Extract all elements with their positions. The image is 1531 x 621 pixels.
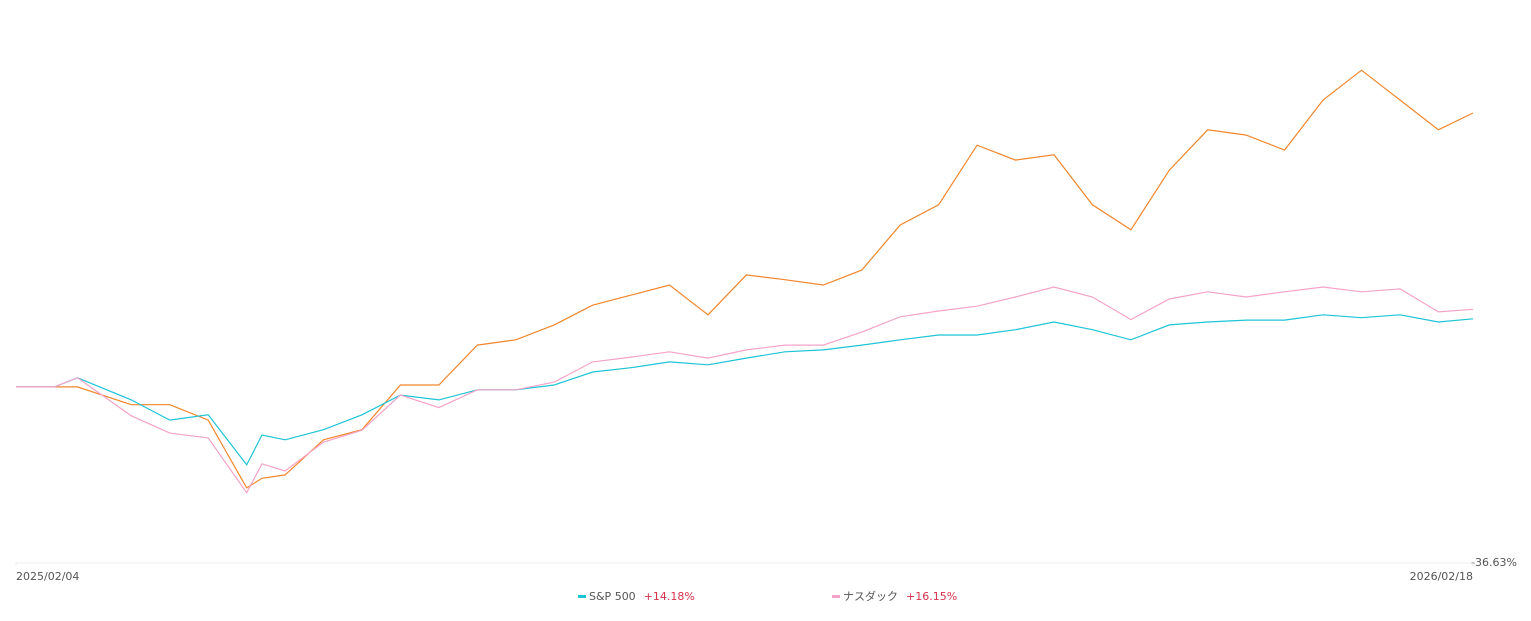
- legend-value: +16.15%: [906, 590, 957, 603]
- legend-swatch: [832, 595, 840, 598]
- legend-swatch: [578, 595, 586, 598]
- legend-value: +14.18%: [644, 590, 695, 603]
- series-line: [16, 69, 1474, 489]
- x-tick-label: 2025/02/04: [16, 570, 79, 583]
- series-line: [16, 286, 1474, 494]
- x-tick-label: 2026/02/18: [1410, 570, 1473, 583]
- legend-label: S&P 500: [589, 590, 636, 603]
- series-line: [16, 314, 1474, 466]
- y-tick-label: -36.63%: [1471, 556, 1517, 569]
- legend-label: ナスダック: [843, 589, 898, 603]
